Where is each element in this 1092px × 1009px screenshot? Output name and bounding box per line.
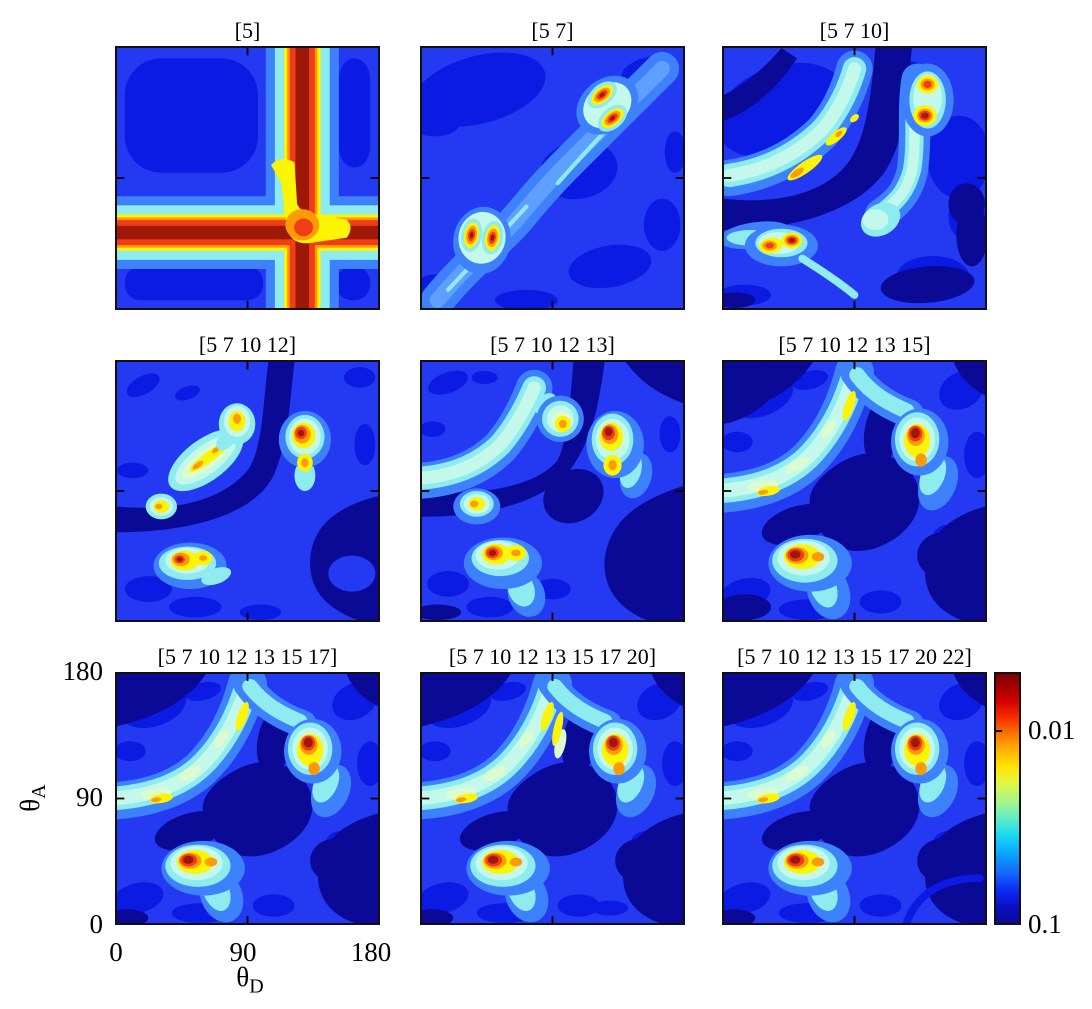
subplot-3: [5 7 10] [722,18,987,310]
y-axis-label: θA [14,784,51,812]
contour-canvas-3 [722,46,987,310]
subplot-title: [5 7 10] [819,17,890,43]
subplot-title: [5 7 10 12 13 15 17 20] [448,643,657,669]
subplot-title: [5 7 10 12] [198,331,297,357]
contour-canvas-7 [115,672,380,925]
contour-canvas-5 [420,360,685,622]
x-tick-label: 90 [229,937,257,967]
subplot-4: [5 7 10 12] [115,332,380,622]
contour-canvas-2 [420,46,685,310]
contour-canvas-1 [115,46,380,310]
subplot-1: [5] [115,18,380,310]
subplot-title: [5 7 10 12 13] [490,331,615,357]
subplot-7: [5 7 10 12 13 15 17] [115,644,380,925]
contour-canvas-9 [722,672,987,925]
colorbar-tick-label: 0.01 [1028,715,1076,745]
subplot-2: [5 7] [420,18,685,310]
subplot-6: [5 7 10 12 13 15] [722,332,987,622]
subplot-title: [5 7 10 12 13 15 17] [157,643,338,669]
subplot-5: [5 7 10 12 13] [420,332,685,622]
colorbar [994,672,1021,925]
subplot-title: [5] [234,17,261,43]
colorbar-tick-label: 0.1 [1028,909,1062,939]
contour-canvas-6 [722,360,987,622]
y-tick-label: 90 [76,782,103,812]
subplot-title: [5 7 10 12 13 15 17 20 22] [737,643,972,669]
contour-canvas-8 [420,672,685,925]
contour-canvas-4 [115,360,380,622]
x-tick-label: 0 [109,937,123,967]
y-tick-label: 0 [89,909,104,939]
subplot-title: [5 7 10 12 13 15] [778,331,931,357]
subplot-title: [5 7] [531,17,574,43]
y-tick-label: 180 [62,656,104,686]
colorbar-tick [996,730,1002,732]
subplot-9: [5 7 10 12 13 15 17 20 22] [722,644,987,925]
x-tick-label: 180 [350,937,392,967]
x-axis-label: θD [236,962,264,998]
subplot-8: [5 7 10 12 13 15 17 20] [420,644,685,925]
